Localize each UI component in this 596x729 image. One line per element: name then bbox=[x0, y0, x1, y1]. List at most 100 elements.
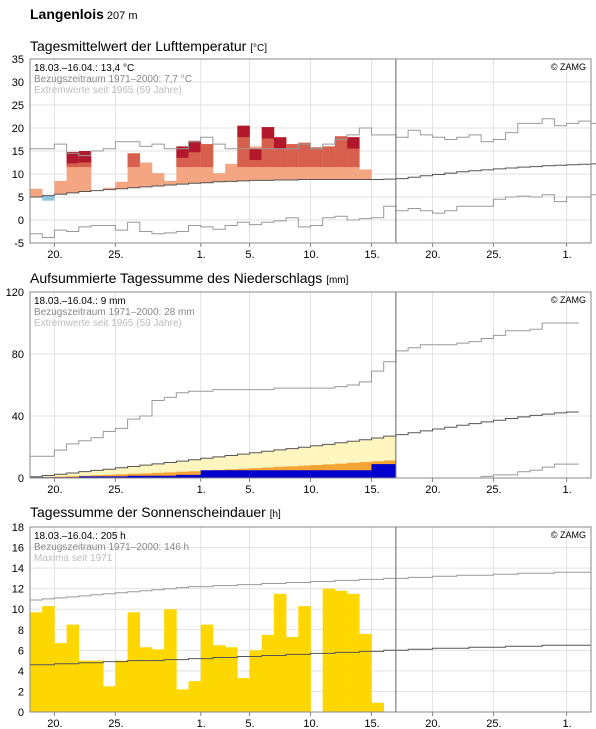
sunshine-bar bbox=[78, 660, 92, 712]
temperature-bar bbox=[212, 173, 226, 182]
sunshine-ytick-label: 4 bbox=[18, 666, 24, 678]
sunshine-bar bbox=[127, 612, 141, 712]
sunshine-info-line: 18.03.–16.04.: 205 h bbox=[34, 531, 126, 542]
temperature-bar-record bbox=[261, 127, 275, 139]
precipitation-xtick-label: 15. bbox=[364, 484, 379, 496]
sunshine-copyright: © ZAMG bbox=[551, 530, 586, 540]
precipitation-extreme-max-line bbox=[30, 322, 579, 457]
temperature-extreme-min-line bbox=[30, 194, 596, 238]
precipitation-ytick-label: 0 bbox=[18, 473, 24, 485]
temperature-bar-warm bbox=[188, 152, 202, 168]
temperature-xtick-label: 20. bbox=[47, 249, 62, 261]
sunshine-xtick-label: 20. bbox=[47, 718, 62, 729]
sunshine-ytick-label: 14 bbox=[12, 563, 24, 575]
sunshine-bar bbox=[237, 678, 250, 712]
sunshine-chart-title: Tagessumme der Sonnenscheindauer [h] bbox=[30, 504, 281, 520]
sunshine-bar bbox=[66, 624, 80, 712]
sunshine-bar bbox=[30, 612, 43, 712]
precipitation-copyright: © ZAMG bbox=[551, 295, 586, 305]
temperature-bar-warm bbox=[66, 163, 80, 168]
precipitation-actual-area bbox=[30, 464, 396, 478]
temperature-bar-warm bbox=[176, 157, 189, 168]
sunshine-ytick-label: 2 bbox=[18, 686, 24, 698]
sunshine-bar bbox=[42, 606, 55, 712]
temperature-bar-warm bbox=[286, 144, 299, 168]
precipitation-xtick-label: 20. bbox=[47, 484, 62, 496]
temperature-info-line: Extremwerte seit 1965 (59 Jahre) bbox=[34, 85, 182, 96]
temperature-bar-warm bbox=[78, 162, 92, 168]
temperature-bar bbox=[225, 163, 238, 182]
temperature-info-line: 18.03.–16.04.: 13,4 °C bbox=[34, 63, 134, 74]
temperature-copyright: © ZAMG bbox=[551, 62, 586, 72]
temperature-xtick-label: 1. bbox=[563, 249, 572, 261]
temperature-bar-record bbox=[347, 137, 360, 149]
temperature-bar-record bbox=[176, 146, 189, 158]
temperature-ytick-label: 0 bbox=[18, 215, 24, 227]
station-header: Langenlois 207 m bbox=[30, 6, 137, 22]
sunshine-title-text: Tagessumme der Sonnenscheindauer bbox=[30, 504, 266, 520]
temperature-bar-warm bbox=[334, 136, 348, 168]
sunshine-ytick-label: 16 bbox=[12, 543, 24, 555]
sunshine-info-line: Maxima seit 1971 bbox=[34, 553, 113, 564]
sunshine-bar bbox=[286, 636, 299, 712]
temperature-xtick-label: 5. bbox=[245, 249, 254, 261]
sunshine-bar bbox=[322, 588, 336, 712]
temperature-bar-record bbox=[237, 125, 250, 138]
sunshine-bar bbox=[176, 689, 189, 712]
temperature-bar-warm bbox=[298, 142, 311, 168]
station-elevation: 207 m bbox=[106, 10, 138, 22]
temperature-bar-record bbox=[273, 137, 287, 149]
sunshine-ytick-label: 18 bbox=[12, 522, 24, 534]
sunshine-bar bbox=[103, 686, 116, 712]
temperature-extreme-max-line bbox=[30, 118, 596, 157]
sunshine-bar bbox=[164, 609, 177, 712]
temperature-bar bbox=[54, 180, 67, 195]
temperature-bar-warm bbox=[200, 144, 214, 168]
sunshine-ytick-label: 8 bbox=[18, 625, 24, 637]
sunshine-bar bbox=[225, 647, 238, 712]
temperature-info-line: Bezugszeitraum 1971–2000: 7,7 °C bbox=[34, 74, 192, 85]
sunshine-bar bbox=[139, 647, 153, 712]
sunshine-normal-line bbox=[30, 644, 591, 666]
temperature-bar-record bbox=[66, 151, 80, 164]
temperature-xtick-label: 20. bbox=[425, 249, 440, 261]
sunshine-xtick-label: 5. bbox=[245, 718, 254, 729]
sunshine-xtick-label: 20. bbox=[425, 718, 440, 729]
sunshine-bar bbox=[371, 702, 384, 712]
temperature-bar bbox=[164, 180, 177, 186]
temperature-bar-warm bbox=[310, 147, 323, 168]
precipitation-info-line: Extremwerte seit 1965 (59 Jahre) bbox=[34, 318, 182, 329]
temperature-bar bbox=[30, 188, 43, 198]
sunshine-bar bbox=[298, 606, 311, 712]
precipitation-xtick-label: 20. bbox=[425, 484, 440, 496]
temperature-bar-record bbox=[78, 151, 92, 163]
temperature-chart: -5 0 5 10 15 20 25 30 35 20. 25. 1. 5. 10. 15. 20. 25. 1.… bbox=[12, 54, 596, 261]
temperature-bar-record bbox=[188, 140, 202, 153]
sunshine-xtick-label: 25. bbox=[108, 718, 123, 729]
precipitation-xtick-label: 1. bbox=[563, 484, 572, 496]
precipitation-info-line: Bezugszeitraum 1971–2000: 28 mm bbox=[34, 307, 195, 318]
temperature-bar-warm bbox=[322, 146, 336, 168]
temperature-bar bbox=[103, 187, 116, 190]
sunshine-bar bbox=[151, 649, 165, 712]
temperature-xtick-label: 25. bbox=[486, 249, 501, 261]
sunshine-bar bbox=[90, 660, 104, 712]
sunshine-unit: [h] bbox=[269, 509, 281, 520]
sunshine-bar bbox=[347, 593, 360, 712]
temperature-bar-record bbox=[249, 148, 263, 161]
precipitation-chart: 0 40 80 120 20. 25. 1. 5. 10. 15. 20. 25. 1. 18.03.–1… bbox=[6, 287, 592, 496]
temperature-bar bbox=[139, 162, 153, 187]
sunshine-xtick-label: 1. bbox=[197, 718, 206, 729]
sunshine-xtick-label: 15. bbox=[364, 718, 379, 729]
sunshine-chart: 0 2 4 6 8 10 12 14 16 18 20. 25. 1. 5. 10. 15. 20. 25. 1. 1… bbox=[12, 522, 592, 729]
sunshine-xtick-label: 25. bbox=[486, 718, 501, 729]
temperature-normal-line bbox=[30, 163, 596, 198]
precipitation-xtick-label: 25. bbox=[108, 484, 123, 496]
sunshine-bar bbox=[261, 634, 275, 712]
temperature-ytick-label: 20 bbox=[12, 123, 24, 135]
sunshine-bar bbox=[188, 681, 202, 712]
temperature-ytick-label: -5 bbox=[14, 238, 24, 250]
temperature-chart-title: Tagesmittelwert der Lufttemperatur [°C] bbox=[30, 38, 267, 54]
precipitation-title-text: Aufsummierte Tagessumme des Niederschlag… bbox=[30, 270, 323, 286]
